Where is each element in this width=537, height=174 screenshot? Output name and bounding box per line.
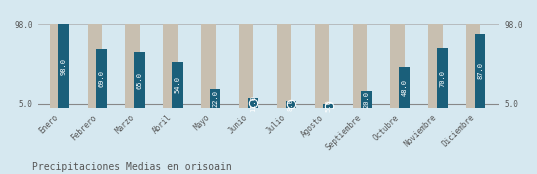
- Bar: [239, 24, 253, 108]
- Text: 98.0: 98.0: [61, 58, 67, 74]
- Bar: [361, 91, 372, 108]
- Text: 20.0: 20.0: [364, 91, 369, 108]
- Bar: [126, 24, 140, 108]
- Text: 22.0: 22.0: [212, 90, 218, 107]
- Bar: [323, 104, 334, 108]
- Bar: [59, 24, 69, 108]
- Bar: [352, 24, 367, 108]
- Bar: [96, 49, 107, 108]
- Bar: [50, 24, 64, 108]
- Bar: [428, 24, 442, 108]
- Bar: [286, 101, 296, 108]
- Text: 8.0: 8.0: [288, 98, 294, 111]
- Bar: [134, 52, 144, 108]
- Text: 5.0: 5.0: [325, 99, 332, 112]
- Text: 65.0: 65.0: [136, 72, 142, 89]
- Bar: [163, 24, 178, 108]
- Text: 11.0: 11.0: [250, 95, 256, 112]
- Bar: [475, 34, 485, 108]
- Bar: [466, 24, 481, 108]
- Bar: [248, 98, 258, 108]
- Bar: [172, 62, 183, 108]
- Text: 48.0: 48.0: [401, 79, 408, 96]
- Bar: [315, 24, 329, 108]
- Bar: [390, 24, 405, 108]
- Text: 54.0: 54.0: [175, 76, 180, 93]
- Text: Precipitaciones Medias en orisoain: Precipitaciones Medias en orisoain: [32, 162, 232, 172]
- Bar: [277, 24, 291, 108]
- Bar: [201, 24, 215, 108]
- Bar: [88, 24, 102, 108]
- Bar: [437, 48, 447, 108]
- Bar: [399, 67, 410, 108]
- Text: 87.0: 87.0: [477, 62, 483, 79]
- Text: 70.0: 70.0: [439, 69, 445, 86]
- Bar: [210, 89, 220, 108]
- Text: 69.0: 69.0: [99, 70, 105, 87]
